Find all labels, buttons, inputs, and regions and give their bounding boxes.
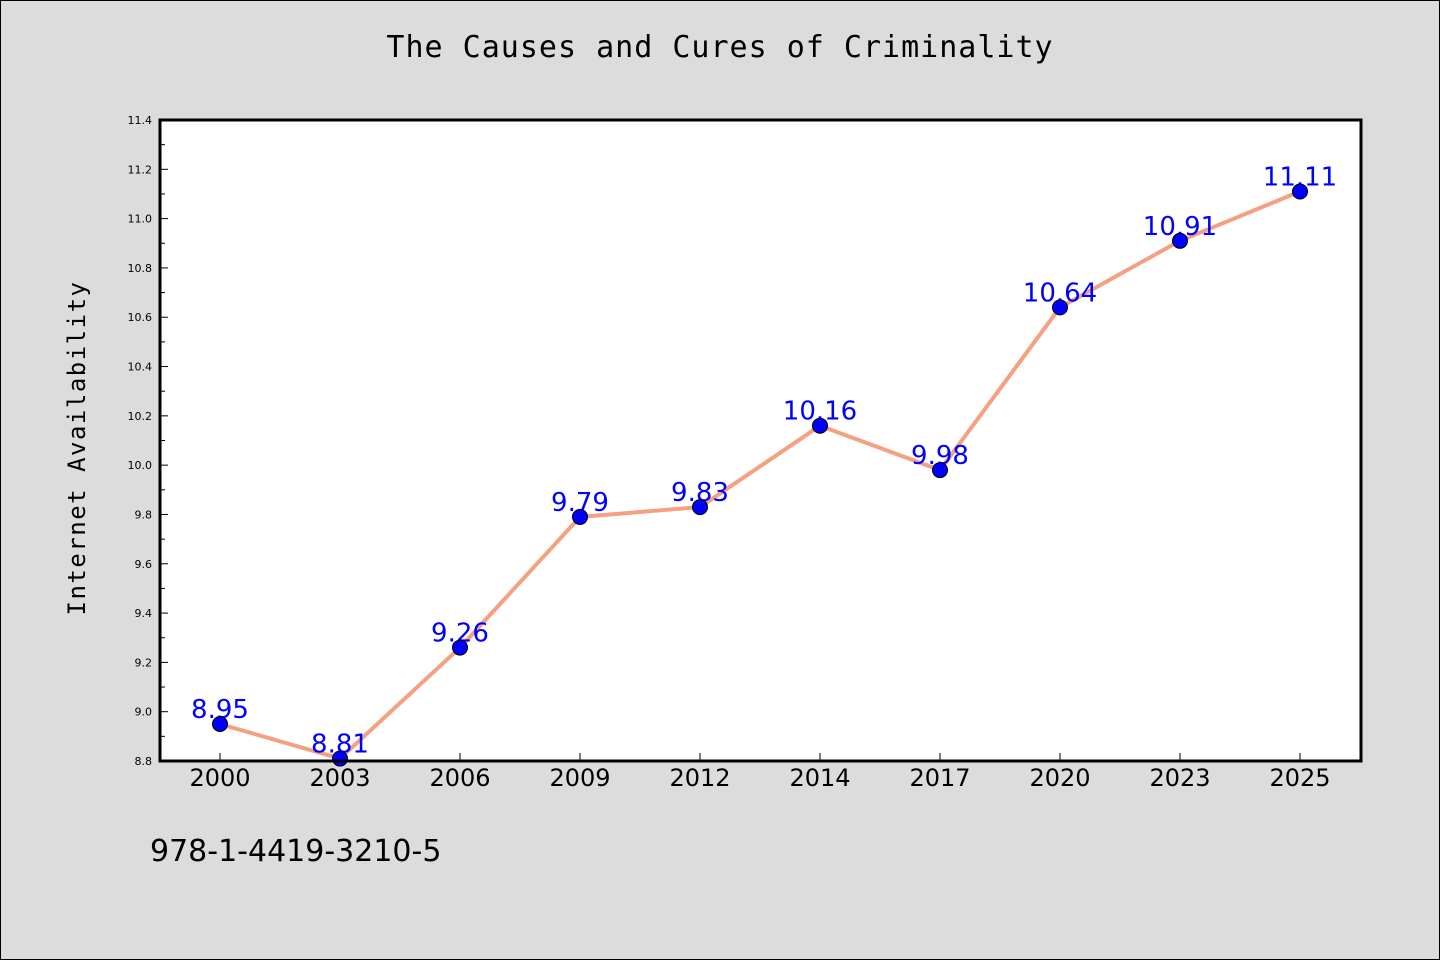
x-tick-label: 2014 bbox=[789, 764, 850, 792]
x-tick-label: 2025 bbox=[1269, 764, 1330, 792]
y-tick-label: 8.8 bbox=[135, 755, 153, 768]
y-tick-label: 10.2 bbox=[128, 410, 153, 423]
y-tick-label: 9.4 bbox=[135, 607, 153, 620]
isbn-text: 978-1-4419-3210-5 bbox=[150, 834, 442, 869]
x-tick-label: 2009 bbox=[549, 764, 610, 792]
y-tick-label: 11.4 bbox=[128, 114, 153, 127]
chart-title: The Causes and Cures of Criminality bbox=[386, 30, 1054, 65]
data-point bbox=[932, 462, 948, 479]
x-tick-label: 2012 bbox=[669, 764, 730, 792]
y-tick-label: 10.0 bbox=[128, 459, 153, 472]
y-tick-label: 10.6 bbox=[128, 311, 153, 324]
data-point bbox=[452, 639, 468, 656]
y-tick-label: 9.6 bbox=[135, 558, 153, 571]
data-point bbox=[1292, 183, 1308, 200]
x-tick-label: 2017 bbox=[909, 764, 970, 792]
data-point bbox=[212, 716, 228, 733]
y-tick-label: 9.0 bbox=[135, 706, 153, 719]
x-tick-label: 2003 bbox=[309, 764, 370, 792]
y-tick-label: 9.8 bbox=[135, 508, 153, 521]
data-point bbox=[572, 508, 588, 525]
y-tick-label: 10.4 bbox=[128, 361, 153, 374]
x-tick-label: 2006 bbox=[429, 764, 490, 792]
x-tick-label: 2023 bbox=[1149, 764, 1210, 792]
data-point bbox=[1052, 299, 1068, 316]
data-point bbox=[332, 750, 348, 767]
data-point bbox=[812, 417, 828, 434]
data-point bbox=[1172, 232, 1188, 249]
y-tick-label: 10.8 bbox=[128, 262, 153, 275]
plot-border bbox=[158, 118, 1363, 763]
x-tick-label: 2000 bbox=[189, 764, 250, 792]
series-line bbox=[218, 189, 1302, 761]
plot-area bbox=[160, 120, 1361, 761]
y-tick-label: 11.2 bbox=[128, 163, 153, 176]
y-tick-label: 9.2 bbox=[135, 656, 153, 669]
y-tick-label: 11.0 bbox=[128, 213, 153, 226]
data-point bbox=[692, 499, 708, 516]
x-tick-label: 2020 bbox=[1029, 764, 1090, 792]
